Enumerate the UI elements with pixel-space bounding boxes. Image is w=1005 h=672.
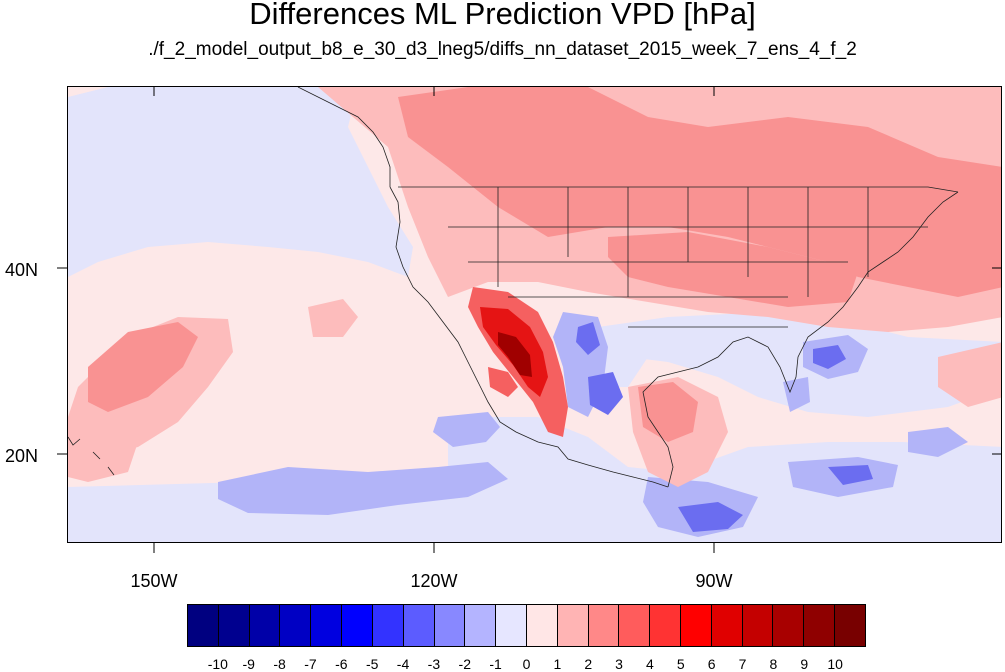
colorbar-box bbox=[434, 605, 466, 646]
lon-label-90w: 90W bbox=[695, 571, 733, 591]
colorbar-tick-label: -4 bbox=[396, 656, 410, 672]
colorbar-box bbox=[557, 605, 589, 646]
colorbar-box bbox=[465, 605, 497, 646]
colorbar-box bbox=[403, 605, 435, 646]
colorbar-tick-label: -6 bbox=[335, 656, 348, 672]
colorbar-box bbox=[188, 605, 219, 646]
colorbar-box bbox=[711, 605, 743, 646]
colorbar-box bbox=[496, 605, 527, 646]
colorbar-box bbox=[835, 605, 865, 646]
colorbar-box bbox=[249, 605, 281, 646]
colorbar-tick-label: 7 bbox=[738, 656, 747, 672]
colorbar-box bbox=[681, 605, 712, 646]
peak-positive-areas bbox=[498, 332, 532, 377]
colorbar-tick-label: 6 bbox=[707, 656, 716, 672]
colorbar-tick-label: 8 bbox=[769, 656, 778, 672]
colorbar-tick-label: 10 bbox=[827, 656, 843, 672]
lat-label-20n: 20N bbox=[4, 446, 38, 466]
lat-label-40n: 40N bbox=[4, 260, 38, 280]
colorbar-box bbox=[280, 605, 312, 646]
colorbar-box bbox=[619, 605, 651, 646]
colorbar-box bbox=[650, 605, 681, 646]
map-plot bbox=[68, 87, 1001, 542]
lon-label-120w: 120W bbox=[410, 571, 458, 591]
colorbar-tick-label: -7 bbox=[304, 656, 317, 672]
colorbar-tick-label: -1 bbox=[489, 656, 502, 672]
colorbar-box bbox=[526, 605, 558, 646]
colorbar-tick-label: -10 bbox=[207, 656, 228, 672]
colorbar-box bbox=[372, 605, 404, 646]
medium-positive-areas bbox=[88, 87, 1001, 442]
colorbar-box bbox=[742, 605, 774, 646]
colorbar-box bbox=[773, 605, 805, 646]
coastlines bbox=[68, 87, 959, 488]
map-subtitle: ./f_2_model_output_b8_e_30_d3_lneg5/diff… bbox=[148, 39, 857, 60]
colorbar-tick-label: 0 bbox=[522, 656, 531, 672]
colorbar-box bbox=[218, 605, 250, 646]
strong-negative-areas bbox=[576, 322, 873, 532]
colorbar bbox=[187, 604, 866, 647]
colorbar-tick-label: -2 bbox=[458, 656, 471, 672]
lon-label-150w: 150W bbox=[130, 571, 178, 591]
map-panel bbox=[67, 86, 1002, 543]
colorbar-tick-label: 5 bbox=[676, 656, 685, 672]
colorbar-tick-label: 3 bbox=[615, 656, 623, 672]
map-title: Differences ML Prediction VPD [hPa] bbox=[249, 0, 756, 31]
colorbar-tick-label: -5 bbox=[365, 656, 379, 672]
colorbar-box bbox=[311, 605, 343, 646]
colorbar-tick-label: 2 bbox=[584, 656, 593, 672]
light-negative-areas bbox=[68, 87, 1001, 542]
negative-areas bbox=[218, 312, 968, 537]
colorbar-tick-label: 9 bbox=[800, 656, 809, 672]
colorbar-tick-label: 1 bbox=[553, 656, 562, 672]
colorbar-tick-label: -9 bbox=[242, 656, 255, 672]
colorbar-tick-label: -8 bbox=[273, 656, 286, 672]
colorbar-box bbox=[804, 605, 836, 646]
colorbar-tick-label: 4 bbox=[646, 656, 654, 672]
colorbar-box bbox=[342, 605, 373, 646]
colorbar-box bbox=[588, 605, 620, 646]
colorbar-tick-label: -3 bbox=[427, 656, 441, 672]
